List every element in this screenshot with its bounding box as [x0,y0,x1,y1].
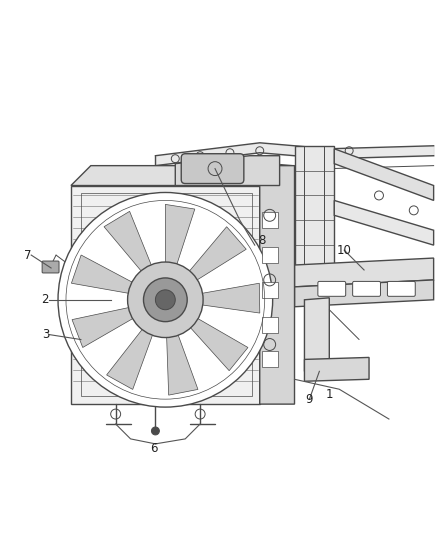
Polygon shape [294,280,434,307]
Polygon shape [197,283,260,313]
FancyBboxPatch shape [181,154,244,183]
Text: 8: 8 [258,233,265,247]
Polygon shape [304,358,369,381]
Polygon shape [106,325,155,390]
FancyBboxPatch shape [42,261,59,273]
Polygon shape [262,282,278,298]
FancyBboxPatch shape [388,281,415,296]
Polygon shape [165,204,195,270]
Circle shape [152,427,159,435]
Text: 9: 9 [306,393,313,406]
Polygon shape [334,149,434,200]
Circle shape [127,262,203,337]
Polygon shape [304,298,329,372]
Polygon shape [175,156,279,185]
Polygon shape [71,166,279,185]
Circle shape [155,290,175,310]
Circle shape [144,278,187,321]
Polygon shape [72,306,138,348]
Polygon shape [260,166,279,404]
Polygon shape [187,316,248,370]
Polygon shape [262,212,278,228]
Polygon shape [334,200,434,245]
Polygon shape [262,351,278,367]
Polygon shape [294,146,334,290]
Polygon shape [262,247,278,263]
Polygon shape [166,330,198,395]
Polygon shape [260,166,294,404]
Polygon shape [294,258,434,287]
Text: 10: 10 [337,244,352,256]
Text: 7: 7 [24,248,31,262]
Text: 2: 2 [42,293,49,306]
Text: 6: 6 [150,442,157,455]
Text: 3: 3 [42,328,49,341]
Polygon shape [262,317,278,333]
Polygon shape [186,227,246,283]
Polygon shape [71,185,260,404]
FancyBboxPatch shape [318,281,346,296]
Circle shape [58,192,273,407]
Text: 1: 1 [325,387,333,401]
Polygon shape [104,212,153,276]
Polygon shape [71,255,137,294]
FancyBboxPatch shape [353,281,381,296]
